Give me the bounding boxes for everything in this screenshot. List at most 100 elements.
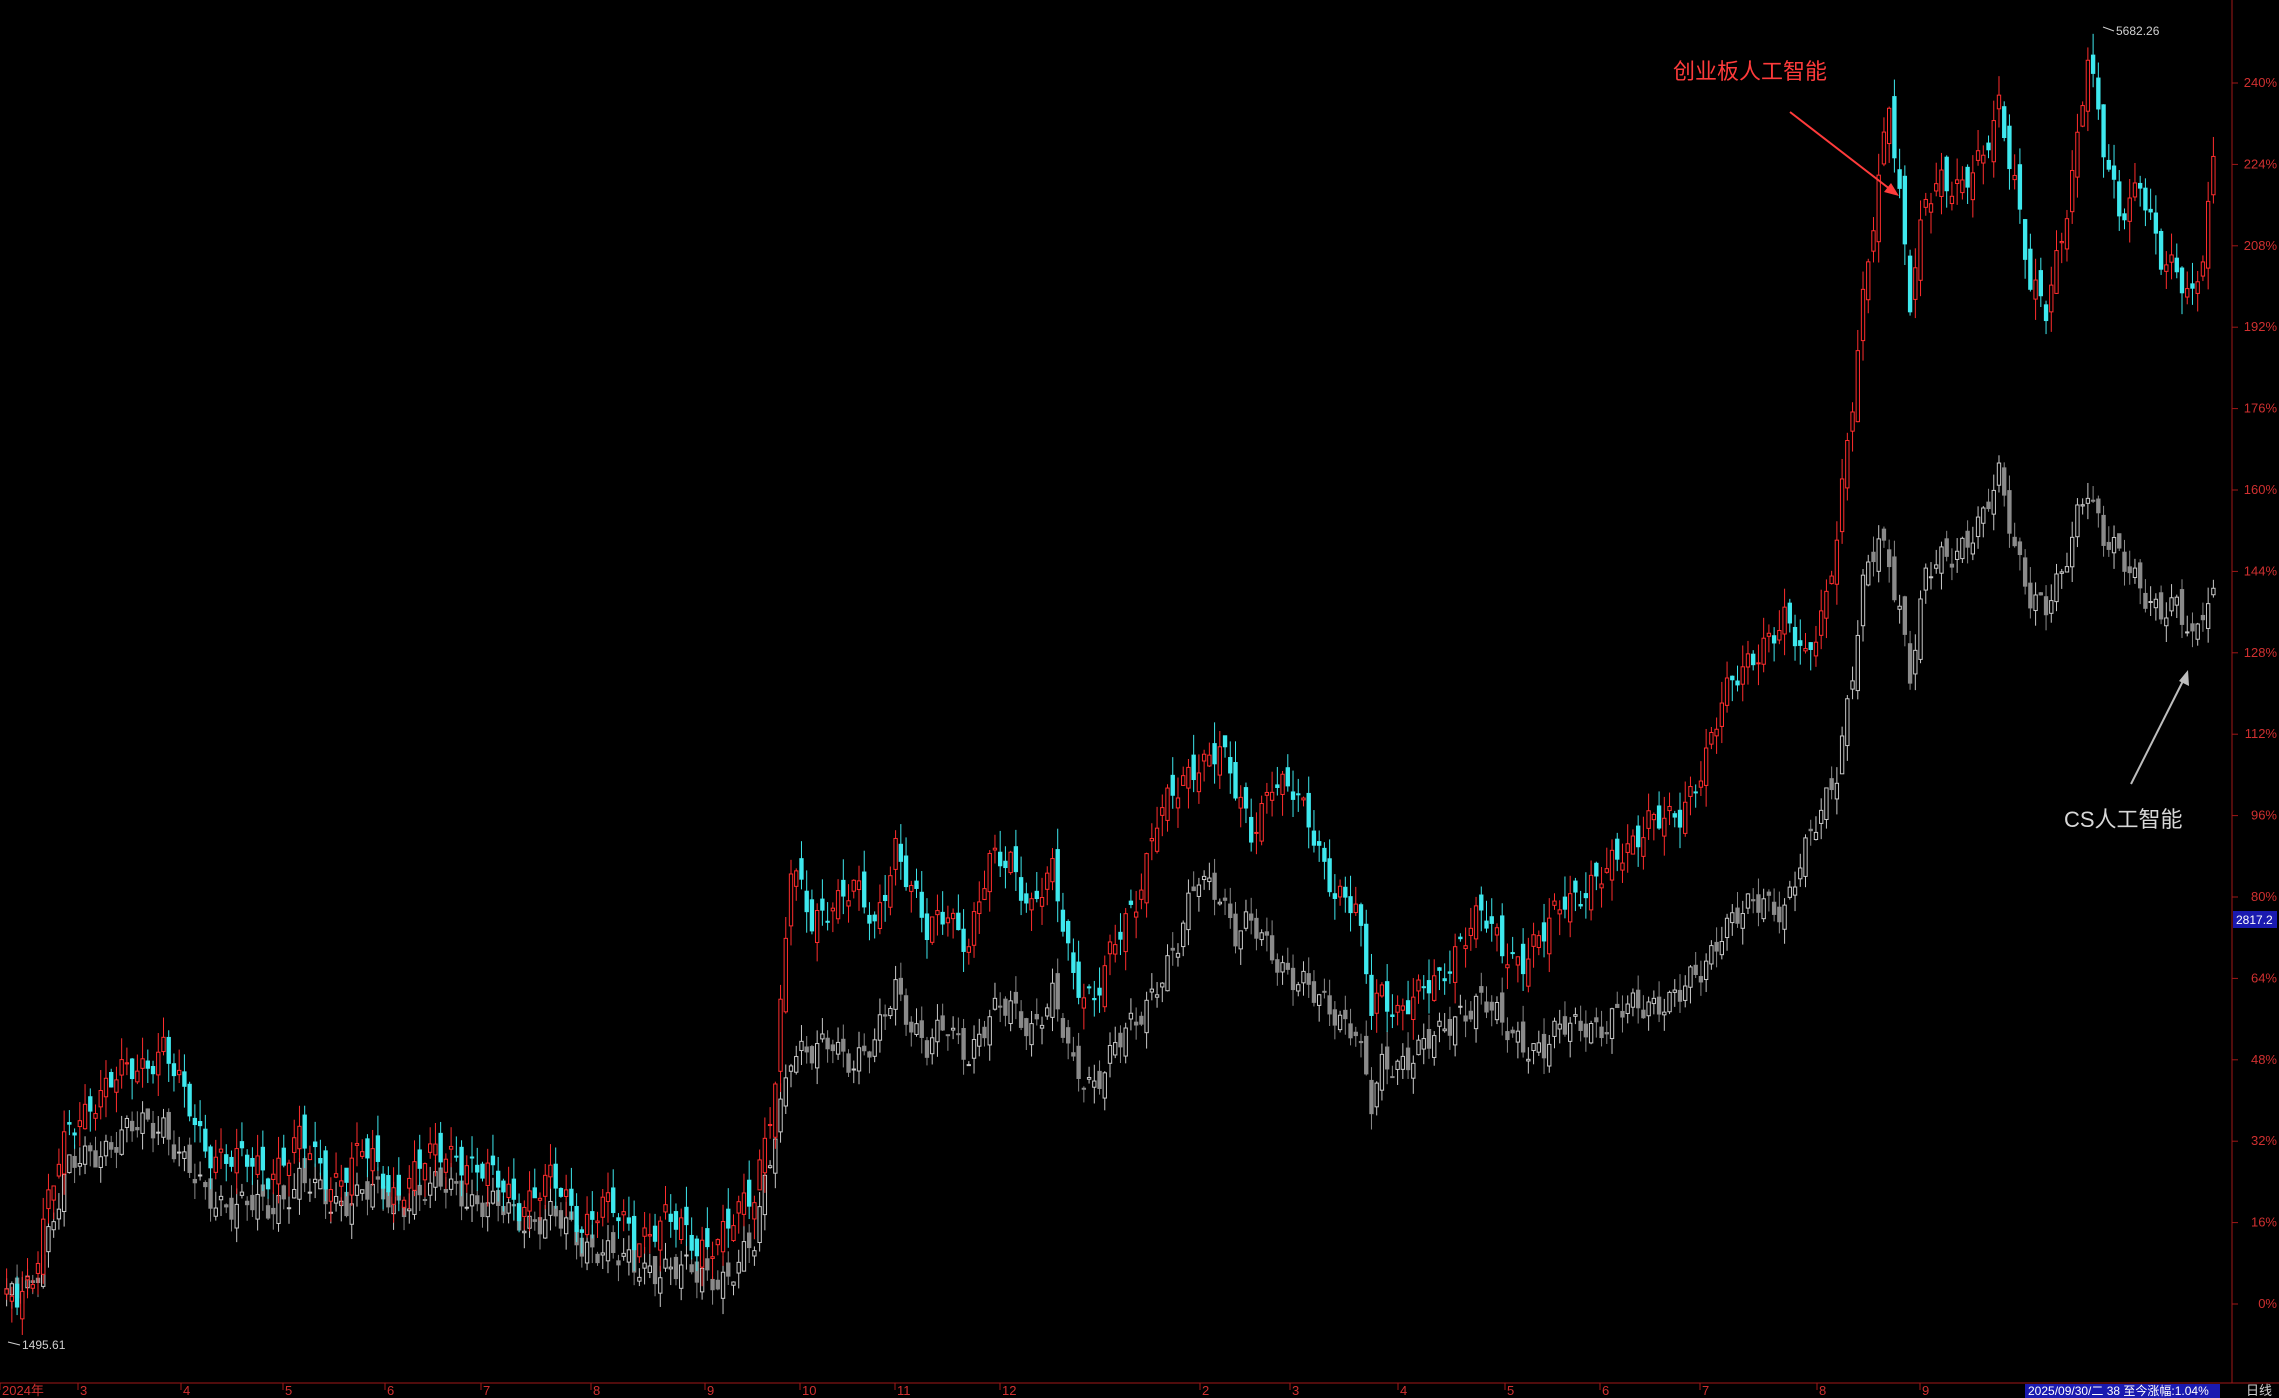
chinext-ai-candle-body <box>1709 731 1714 745</box>
chinext-ai-candle-body <box>537 1197 543 1201</box>
cs-ai-candle <box>234 1188 239 1243</box>
cs-ai-candle-body <box>1855 634 1860 692</box>
chinext-ai-candle-body <box>1332 893 1338 899</box>
cs-ai-candle-body <box>422 1199 428 1202</box>
cs-ai-candle-body <box>1902 596 1908 635</box>
chinext-ai-candle <box>4 1268 9 1300</box>
chinext-ai-candle <box>1055 828 1060 923</box>
chinext-ai-candle <box>1123 907 1128 971</box>
chinext-ai-candle <box>1541 903 1547 958</box>
cs-ai-candle <box>2127 550 2132 585</box>
cs-ai-candle <box>150 1110 156 1153</box>
cs-ai-candle <box>239 1183 245 1199</box>
chinext-ai-candle <box>1630 829 1636 855</box>
chinext-ai-candle-body <box>1165 787 1170 821</box>
cs-ai-candle-body <box>1839 735 1845 775</box>
cs-ai-candle <box>1306 957 1311 998</box>
chinext-ai-candle <box>940 891 945 935</box>
chinext-ai-candle <box>804 870 809 933</box>
cs-ai-candle-body <box>218 1195 224 1201</box>
chinext-ai-candle-body <box>616 1217 621 1222</box>
cs-ai-candle <box>1651 990 1657 1015</box>
cs-ai-candle-body <box>1133 1021 1139 1026</box>
chinext-ai-candle-body <box>1290 791 1296 800</box>
chinext-ai-candle <box>370 1129 375 1186</box>
chinext-ai-candle-body <box>1735 680 1740 686</box>
cs-ai-candle-body <box>950 1027 956 1031</box>
cs-ai-candle <box>1981 506 1986 538</box>
chinext-ai-candle-body <box>1876 174 1881 243</box>
cs-ai-candle <box>2190 612 2195 648</box>
chinext-ai-candle <box>820 879 825 926</box>
cs-ai-candle-body <box>2101 514 2106 546</box>
chinext-ai-candle <box>1301 796 1306 807</box>
cs-ai-candle-body <box>726 1262 731 1277</box>
chinext-ai-candle <box>98 1070 103 1120</box>
cs-ai-candle <box>2075 498 2080 548</box>
chinext-ai-candle-body <box>1777 630 1782 641</box>
chinext-ai-candle-body <box>1489 916 1494 924</box>
cs-ai-candle <box>333 1182 339 1212</box>
cs-ai-candle-body <box>1280 962 1285 973</box>
chinext-ai-candle <box>605 1172 611 1223</box>
chinext-ai-candle <box>1672 810 1677 828</box>
chinext-ai-candle <box>893 830 898 886</box>
cs-ai-candle <box>360 1189 365 1201</box>
chinext-ai-candle-body <box>1520 943 1526 975</box>
cs-ai-candle-body <box>1076 1045 1081 1079</box>
chinext-ai-candle-body <box>475 1164 480 1173</box>
chinext-ai-candle <box>835 879 841 924</box>
chinext-ai-candle-body <box>2064 218 2070 250</box>
cs-ai-candle <box>998 992 1003 1023</box>
cs-ai-candle-body <box>349 1203 354 1225</box>
cs-ai-candle <box>1264 917 1270 952</box>
last-value-tag: 2817.2 <box>2233 911 2277 928</box>
cs-ai-candle-body <box>1562 1016 1568 1035</box>
cs-ai-candle <box>244 1196 250 1221</box>
cs-ai-candle-body <box>464 1206 469 1209</box>
chinext-ai-candle-body <box>543 1174 548 1197</box>
chinext-ai-candle-body <box>600 1196 605 1218</box>
cs-ai-candle <box>1207 862 1212 891</box>
cs-ai-candle-body <box>2122 551 2127 572</box>
chinext-ai-candle <box>1395 995 1400 1026</box>
chinext-ai-candle <box>1928 192 1934 234</box>
arrowhead-icon <box>2179 670 2189 686</box>
cs-ai-candle-body <box>1714 941 1719 952</box>
chinext-ai-candle <box>1086 984 1092 995</box>
cs-ai-candle-body <box>1526 1058 1531 1062</box>
chinext-ai-candle <box>1400 998 1406 1031</box>
cs-ai-candle-body <box>658 1277 663 1294</box>
chinext-ai-candle-body <box>1771 635 1777 644</box>
chinext-ai-candle-body <box>1928 203 1934 213</box>
chinext-ai-candle <box>1897 148 1902 199</box>
chinext-ai-candle <box>485 1148 490 1207</box>
chinext-ai-candle-body <box>333 1173 339 1178</box>
chinext-ai-candle-body <box>909 884 914 892</box>
chinext-ai-candle <box>2106 144 2111 172</box>
cs-ai-candle-body <box>281 1185 286 1200</box>
cs-ai-candle-body <box>1871 551 1876 563</box>
cs-ai-candle <box>1045 1003 1050 1020</box>
chinext-ai-candle <box>197 1100 203 1143</box>
cs-ai-candle-body <box>1646 1001 1651 1017</box>
chinext-ai-candle <box>794 868 799 901</box>
y-tick-label: 32% <box>2251 1133 2277 1148</box>
cs-ai-candle-body <box>1400 1055 1406 1070</box>
cs-ai-candle-body <box>438 1167 443 1187</box>
chinext-ai-candle-body <box>736 1201 741 1214</box>
chinext-ai-candle <box>150 1060 156 1084</box>
chinext-ai-candle <box>2101 104 2106 178</box>
chinext-ai-candle-body <box>1494 927 1500 936</box>
chinext-ai-candle-body <box>914 880 919 889</box>
chinext-ai-candle-body <box>30 1284 35 1289</box>
cs-ai-candle-body <box>1829 778 1834 791</box>
chinext-ai-candle-body <box>203 1128 208 1152</box>
chinext-ai-candle-body <box>2028 248 2033 290</box>
chinext-ai-candle-body <box>182 1071 187 1087</box>
chinext-ai-candle-body <box>1886 107 1892 145</box>
cs-ai-candle <box>882 1004 888 1030</box>
chinext-ai-candle-body <box>276 1157 281 1185</box>
period-label[interactable]: 日线 <box>2246 1383 2272 1398</box>
